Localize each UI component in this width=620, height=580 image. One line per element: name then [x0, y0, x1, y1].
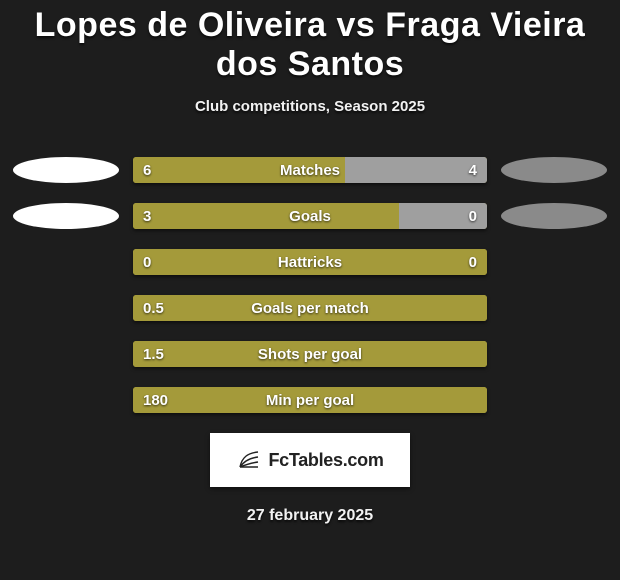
- metric-right-value: 0: [469, 249, 477, 275]
- metric-right-value: 0: [469, 203, 477, 229]
- bar-fill-left: [133, 387, 487, 413]
- oval-spacer: [13, 249, 119, 275]
- metric-bar: 1.5Shots per goal: [133, 341, 487, 367]
- metric-bar: 0.5Goals per match: [133, 295, 487, 321]
- metric-left-value: 1.5: [143, 341, 164, 367]
- metric-bar: 64Matches: [133, 157, 487, 183]
- player-left-oval: [13, 203, 119, 229]
- player-right-oval: [501, 203, 607, 229]
- bar-fill-left: [133, 295, 487, 321]
- bar-fill-left: [133, 203, 399, 229]
- metric-bar: 30Goals: [133, 203, 487, 229]
- logo-box: FcTables.com: [210, 433, 410, 487]
- oval-spacer: [501, 387, 607, 413]
- oval-spacer: [501, 341, 607, 367]
- metric-bar: 00Hattricks: [133, 249, 487, 275]
- subtitle: Club competitions, Season 2025: [0, 98, 620, 115]
- metric-row: 1.5Shots per goal: [0, 341, 620, 367]
- oval-spacer: [501, 249, 607, 275]
- player-right-oval: [501, 157, 607, 183]
- metric-left-value: 180: [143, 387, 168, 413]
- oval-spacer: [13, 387, 119, 413]
- player-left-oval: [13, 157, 119, 183]
- metric-row: 0.5Goals per match: [0, 295, 620, 321]
- metric-row: 64Matches: [0, 157, 620, 183]
- metrics-container: 64Matches30Goals00Hattricks0.5Goals per …: [0, 157, 620, 413]
- metric-left-value: 0: [143, 249, 151, 275]
- page-title: Lopes de Oliveira vs Fraga Vieira dos Sa…: [0, 0, 620, 84]
- fctables-icon: [236, 447, 262, 473]
- metric-row: 30Goals: [0, 203, 620, 229]
- metric-row: 00Hattricks: [0, 249, 620, 275]
- date-text: 27 february 2025: [0, 507, 620, 525]
- oval-spacer: [501, 295, 607, 321]
- metric-left-value: 0.5: [143, 295, 164, 321]
- oval-spacer: [13, 341, 119, 367]
- metric-right-value: 4: [469, 157, 477, 183]
- bar-fill-right: [345, 157, 487, 183]
- metric-left-value: 6: [143, 157, 151, 183]
- bar-fill-left: [133, 341, 487, 367]
- logo-text: FcTables.com: [268, 450, 383, 471]
- oval-spacer: [13, 295, 119, 321]
- metric-bar: 180Min per goal: [133, 387, 487, 413]
- metric-row: 180Min per goal: [0, 387, 620, 413]
- metric-left-value: 3: [143, 203, 151, 229]
- bar-fill-left: [133, 157, 345, 183]
- bar-fill-left: [133, 249, 487, 275]
